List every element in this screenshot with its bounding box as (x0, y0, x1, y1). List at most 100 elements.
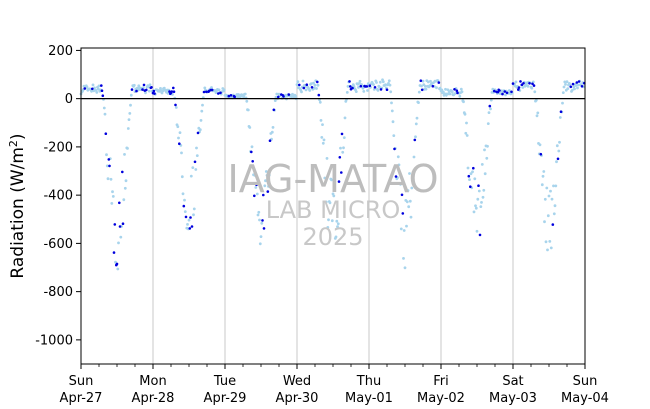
data-point (426, 80, 430, 84)
data-point (187, 218, 191, 222)
data-point (545, 186, 549, 190)
y-axis-ticks: 200 0 -200 -400 -600 -800 -1000 (35, 44, 81, 348)
data-point (242, 95, 246, 99)
data-point (227, 94, 231, 98)
data-point (150, 86, 153, 89)
data-point (309, 82, 313, 85)
data-point (393, 147, 396, 151)
data-point (315, 87, 318, 90)
data-point (405, 224, 408, 228)
data-point (255, 183, 258, 187)
data-point (189, 174, 193, 178)
data-point (273, 99, 277, 102)
data-point (349, 85, 352, 88)
data-point (469, 185, 472, 188)
data-point (85, 85, 89, 89)
data-point (414, 135, 417, 139)
data-point (519, 80, 522, 83)
data-point (346, 85, 350, 88)
data-point (184, 215, 188, 219)
data-point (217, 92, 220, 95)
data-point (559, 110, 563, 113)
data-point (192, 213, 195, 217)
data-point (341, 150, 345, 154)
data-point (275, 92, 279, 96)
data-point (170, 90, 174, 93)
data-point (90, 89, 93, 93)
data-point (384, 83, 387, 87)
data-point (256, 213, 260, 217)
data-point (424, 87, 428, 91)
data-point (569, 85, 573, 89)
data-point (471, 170, 474, 174)
data-point (118, 201, 121, 205)
data-point (272, 108, 276, 112)
data-point (573, 87, 576, 91)
data-point (130, 88, 134, 91)
x-tick-date: May-03 (489, 391, 537, 406)
data-point (129, 93, 133, 97)
data-point (263, 184, 267, 188)
data-point (177, 136, 180, 140)
data-point (379, 88, 383, 91)
data-point (96, 87, 100, 91)
data-point (257, 210, 261, 214)
data-point (147, 85, 150, 89)
data-point (396, 155, 400, 159)
x-tick-date: May-01 (345, 391, 393, 406)
data-point (261, 219, 264, 222)
data-point (340, 132, 344, 136)
data-point (128, 112, 132, 115)
data-point (411, 173, 415, 177)
data-point (504, 93, 507, 97)
data-point (217, 88, 221, 92)
data-point (182, 204, 186, 208)
data-point (423, 84, 427, 88)
data-point (557, 149, 561, 153)
data-point (262, 193, 265, 197)
data-point (539, 152, 543, 156)
data-point (258, 242, 262, 246)
data-point (421, 79, 425, 83)
data-point (313, 83, 317, 87)
data-point (540, 183, 544, 187)
data-point (390, 101, 393, 105)
data-point (91, 87, 94, 91)
data-point (473, 177, 477, 181)
data-point (485, 156, 489, 160)
data-point (536, 111, 540, 115)
data-point (287, 93, 291, 96)
data-point (214, 91, 218, 94)
data-point (317, 93, 321, 97)
x-tick-day: Wed (283, 374, 311, 389)
data-point (464, 131, 468, 135)
data-point (318, 100, 322, 104)
data-point (538, 143, 542, 147)
data-point (104, 132, 108, 135)
data-point (144, 91, 147, 95)
data-point (420, 84, 423, 88)
data-point (161, 89, 165, 93)
data-point (472, 210, 476, 214)
data-point (294, 94, 297, 98)
data-point (316, 80, 319, 84)
data-point (487, 111, 491, 114)
data-point (333, 186, 336, 190)
data-point (441, 90, 445, 94)
data-point (548, 240, 552, 243)
data-point (566, 87, 570, 90)
data-point (100, 84, 103, 87)
data-point (555, 160, 558, 164)
data-point (576, 83, 580, 87)
data-point (219, 91, 222, 95)
data-point (562, 85, 566, 89)
data-point (330, 219, 334, 223)
data-point (357, 86, 360, 89)
data-point (267, 185, 270, 188)
data-point (565, 80, 569, 84)
data-point (298, 83, 301, 87)
data-point (534, 98, 538, 102)
data-point (295, 83, 299, 86)
data-point (93, 86, 96, 90)
data-point (392, 134, 396, 138)
